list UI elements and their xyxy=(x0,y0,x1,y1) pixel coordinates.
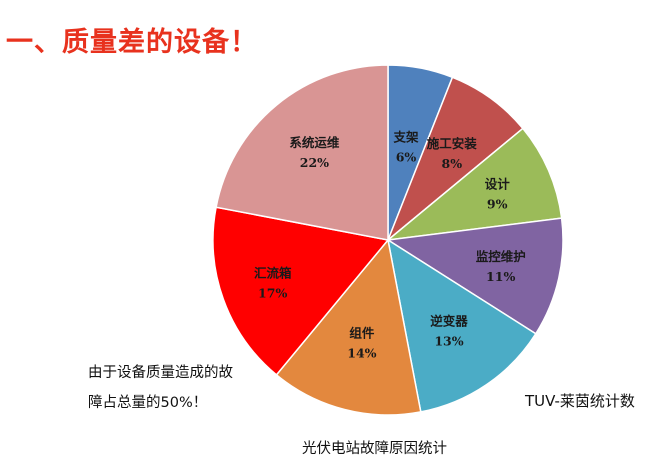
slice-label-1: 施工安装 xyxy=(427,136,478,151)
quality-note: 由于设备质量造成的故 障占总量的50%！ xyxy=(88,358,263,418)
slice-value-label-5: 14% xyxy=(347,346,376,361)
slice-value-label-4: 13% xyxy=(434,334,463,349)
slice-label-0: 支架 xyxy=(392,130,419,145)
slice-label-3: 监控维护 xyxy=(476,249,526,264)
slice-label-7: 系统运维 xyxy=(289,135,340,150)
slice-value-label-2: 9% xyxy=(487,197,508,212)
pie-slice-6 xyxy=(212,206,390,376)
slice-value-label-7: 22% xyxy=(300,155,329,170)
slice-value-label-6: 17% xyxy=(258,286,287,301)
slice-value-label-3: 11% xyxy=(486,269,515,284)
quality-note-line-2: 障占总量的50%！ xyxy=(88,395,208,411)
pie-slice-5 xyxy=(275,238,422,416)
pie-slice-7 xyxy=(215,64,389,241)
slice-label-2: 设计 xyxy=(485,177,511,192)
page-title: 一、质量差的设备！ xyxy=(6,27,258,58)
pie-slice-2 xyxy=(385,127,563,242)
slice-label-4: 逆变器 xyxy=(430,314,468,329)
chart-caption: 光伏电站故障原因统计 xyxy=(302,441,447,457)
slice-value-label-0: 6% xyxy=(396,150,417,165)
pie-slice-4 xyxy=(386,238,537,413)
data-source-label: TUV-莱茵统计数 xyxy=(525,392,635,410)
quality-note-line-1: 由于设备质量造成的故 xyxy=(88,365,233,381)
slice-label-5: 组件 xyxy=(349,326,375,341)
pie-slice-3 xyxy=(385,217,564,335)
slice-label-6: 汇流箱 xyxy=(254,266,292,281)
slice-value-label-1: 8% xyxy=(442,156,463,171)
